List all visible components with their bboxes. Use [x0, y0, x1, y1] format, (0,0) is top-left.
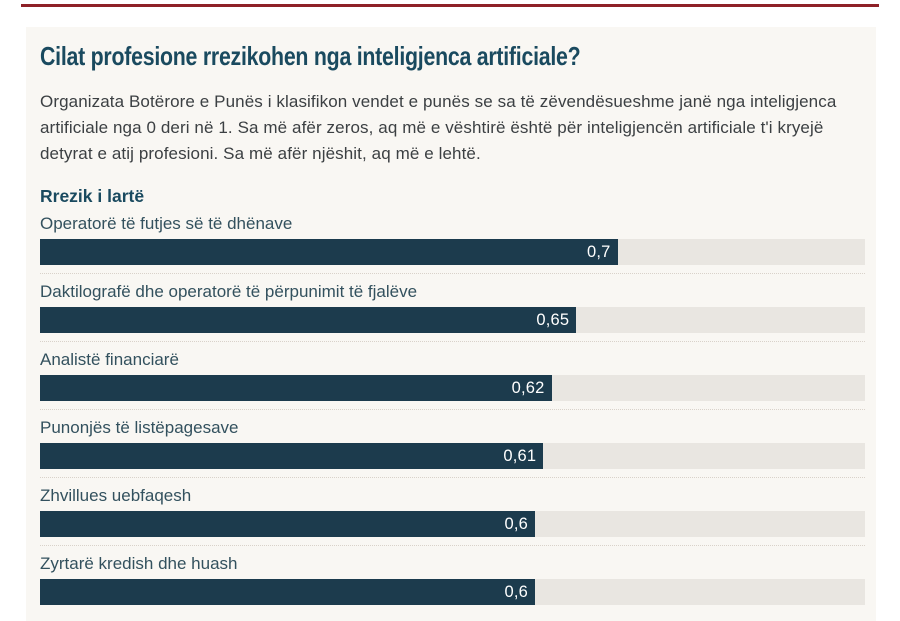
bar-row: Zhvillues uebfaqesh 0,6 [40, 486, 865, 546]
bar-row: Zyrtarë kredish dhe huash 0,6 [40, 554, 865, 605]
bar-value-label: 0,62 [511, 378, 545, 397]
bar-category-label: Zhvillues uebfaqesh [40, 486, 192, 505]
chart-card: Cilat profesione rrezikohen nga inteligj… [26, 27, 876, 621]
bar-fill: 0,6 [40, 511, 535, 537]
bar-fill: 0,6 [40, 579, 535, 605]
bar-fill: 0,65 [40, 307, 577, 333]
bar-category-label: Punonjës të listëpagesave [40, 418, 239, 437]
bar-track: 0,6 [40, 511, 865, 537]
bar-row: Punonjës të listëpagesave 0,61 [40, 418, 865, 478]
bar-track: 0,61 [40, 443, 865, 469]
bar-fill: 0,7 [40, 239, 618, 265]
bar-row: Daktilografë dhe operatorë të përpunimit… [40, 282, 865, 342]
bar-row: Operatorë të futjes së të dhënave 0,7 [40, 214, 865, 274]
bar-value-label: 0,6 [504, 514, 528, 533]
bar-track: 0,7 [40, 239, 865, 265]
bar-track: 0,65 [40, 307, 865, 333]
bar-track: 0,6 [40, 579, 865, 605]
bar-category-label: Daktilografë dhe operatorë të përpunimit… [40, 282, 418, 301]
bar-category-label: Analistë financiarë [40, 350, 179, 369]
bar-category-label: Zyrtarë kredish dhe huash [40, 554, 238, 573]
bar-fill: 0,61 [40, 443, 544, 469]
bar-value-label: 0,7 [586, 242, 611, 261]
row-separator [40, 477, 865, 478]
row-separator [40, 545, 865, 546]
bar-chart: Operatorë të futjes së të dhënave 0,7 Da… [40, 214, 865, 605]
bar-value-label: 0,65 [536, 310, 570, 329]
top-accent-rule [21, 4, 879, 7]
row-separator [40, 409, 865, 410]
bar-category-label: Operatorë të futjes së të dhënave [40, 214, 293, 233]
chart-description: Organizata Botërore e Punës i klasifikon… [40, 92, 837, 163]
row-separator [40, 273, 865, 274]
bar-value-label: 0,6 [504, 582, 528, 601]
bar-value-label: 0,61 [503, 446, 537, 465]
bar-row: Analistë financiarë 0,62 [40, 350, 865, 410]
chart-title: Cilat profesione rrezikohen nga inteligj… [40, 41, 581, 71]
section-label-high-risk: Rrezik i lartë [40, 186, 145, 206]
bar-fill: 0,62 [40, 375, 552, 401]
bar-track: 0,62 [40, 375, 865, 401]
row-separator [40, 341, 865, 342]
